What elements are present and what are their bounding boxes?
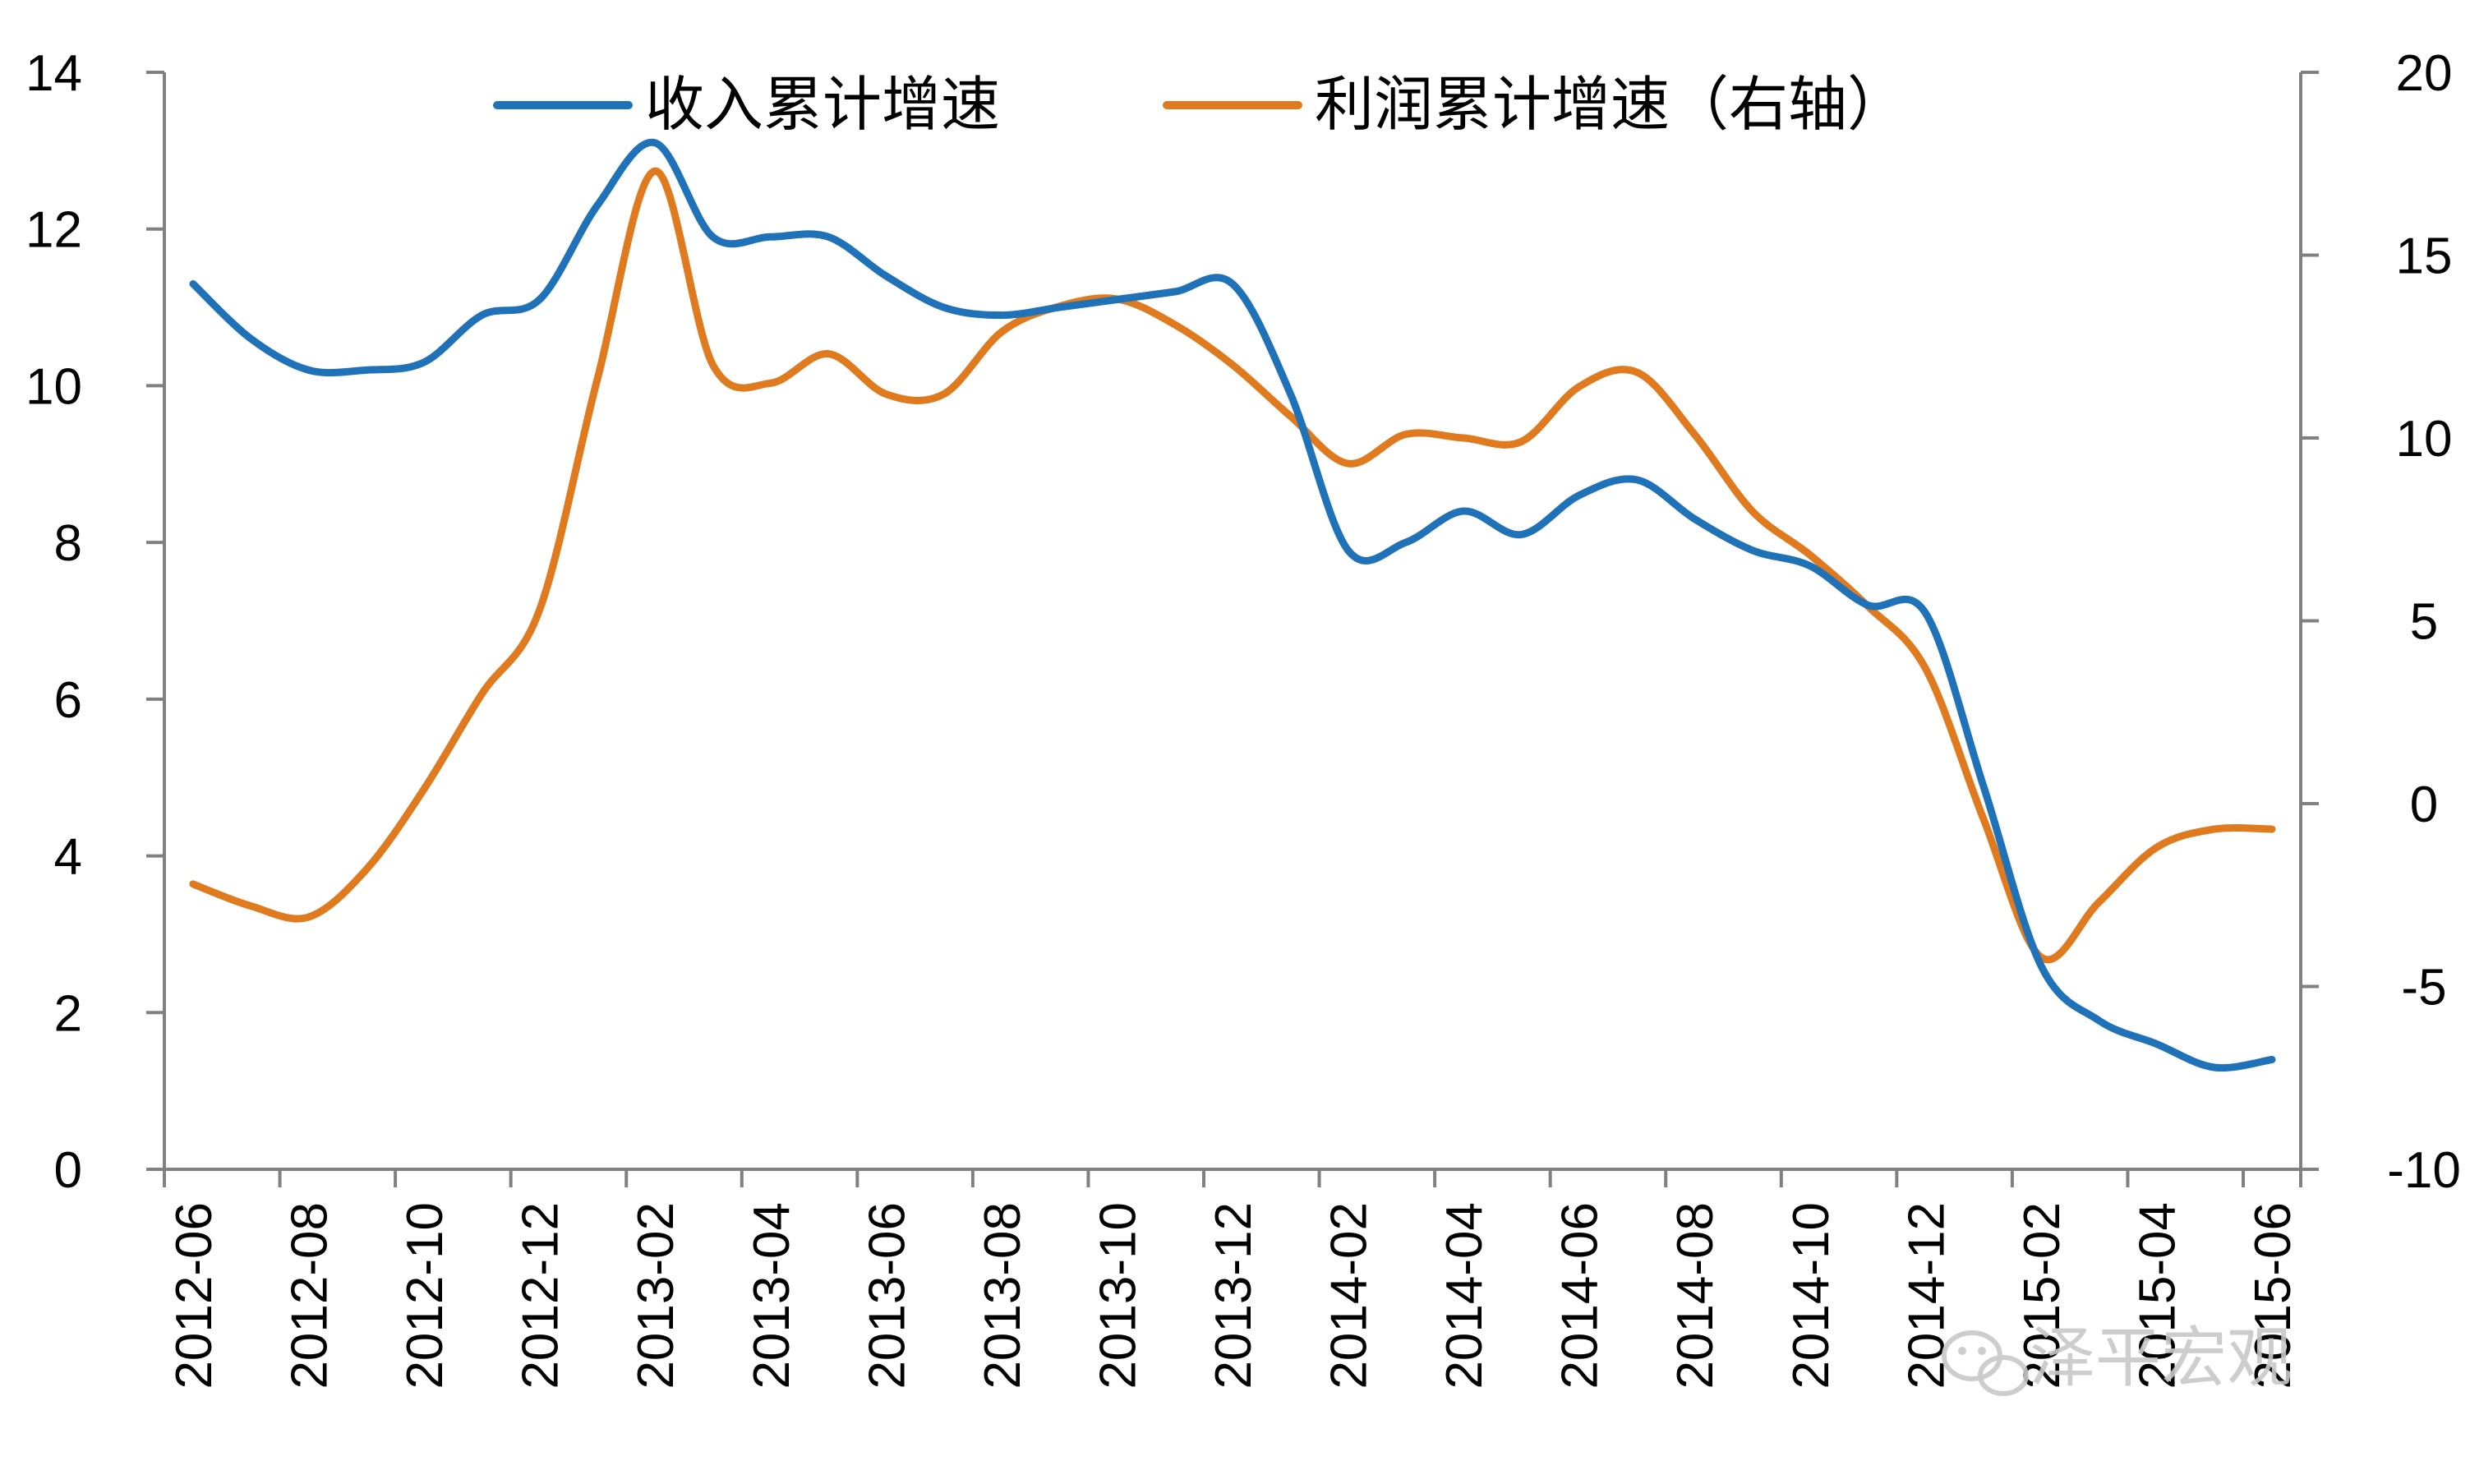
x-tick-label: 2015-04	[2129, 1202, 2186, 1390]
x-tick-label: 2014-10	[1783, 1202, 1840, 1390]
y-right-tick-label: 20	[2396, 45, 2453, 102]
x-tick-label: 2013-04	[744, 1202, 800, 1390]
x-tick-label: 2012-12	[513, 1202, 569, 1390]
x-tick-label: 2013-06	[859, 1202, 915, 1390]
y-right-tick-label: 15	[2396, 228, 2453, 285]
series-line-2	[189, 167, 2276, 964]
legend-label-2: 利润累计增速（右轴）	[1315, 70, 1906, 139]
y-left-tick-label: 14	[25, 45, 82, 102]
y-right-tick-label: -10	[2387, 1142, 2461, 1199]
x-tick-label: 2014-08	[1667, 1202, 1724, 1390]
x-tick-label: 2015-02	[2014, 1202, 2071, 1390]
y-right-tick-label: 10	[2396, 411, 2453, 468]
y-right-tick-label: 5	[2410, 594, 2438, 651]
axes: 0 2 4 6 8 10 12 14 -10 -5 0 5 10 15 20 2012-06 2012-08 20…	[25, 45, 2461, 1390]
y-left-tick-label: 8	[54, 515, 82, 572]
legend: 收入累计增速 利润累计增速（右轴）	[493, 70, 1906, 139]
wechat-icon	[1942, 1330, 2029, 1396]
x-tick-label: 2013-12	[1205, 1202, 1262, 1390]
y-left-tick-label: 10	[25, 358, 82, 415]
series-layer	[189, 138, 2276, 1072]
legend-label-1: 收入累计增速	[645, 70, 1000, 139]
x-tick-label: 2013-08	[975, 1202, 1031, 1390]
watermark: 泽平宏观	[1942, 1320, 2293, 1396]
y-left-tick-label: 6	[54, 672, 82, 729]
y-right-tick-label: -5	[2401, 960, 2446, 1016]
x-tick-label: 2014-04	[1436, 1202, 1493, 1390]
x-tick-label: 2012-10	[397, 1202, 454, 1390]
y-left-tick-label: 0	[54, 1142, 82, 1199]
x-tick-label: 2013-02	[628, 1202, 684, 1390]
y-right-tick-label: 0	[2410, 777, 2438, 833]
x-tick-label: 2015-06	[2245, 1202, 2302, 1390]
y-left-tick-label: 2	[54, 985, 82, 1042]
y-left-tick-label: 4	[54, 829, 82, 886]
x-tick-label: 2012-08	[282, 1202, 339, 1390]
x-tick-label: 2012-06	[166, 1202, 223, 1390]
y-left-tick-label: 12	[25, 202, 82, 259]
x-tick-label: 2013-10	[1090, 1202, 1146, 1390]
watermark-text: 泽平宏观	[2030, 1320, 2293, 1396]
x-tick-label: 2014-06	[1552, 1202, 1609, 1390]
x-tick-label: 2014-02	[1321, 1202, 1378, 1390]
series-line-1	[189, 138, 2276, 1072]
